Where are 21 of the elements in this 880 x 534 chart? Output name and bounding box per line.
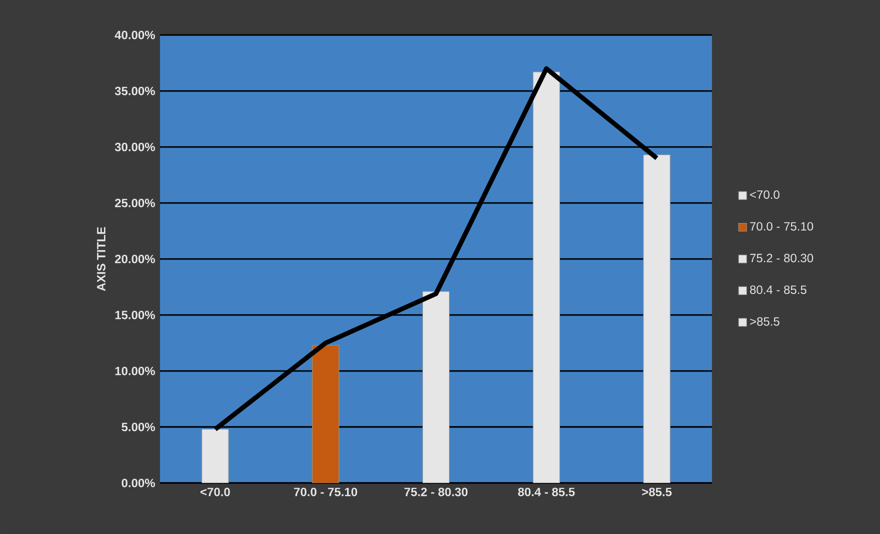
- legend-label: 70.0 - 75.10: [750, 222, 814, 231]
- y-tick-label: 30.00%: [114, 142, 155, 152]
- y-tick-label: 0.00%: [122, 478, 155, 488]
- x-tick-label: <70.0: [200, 488, 230, 496]
- legend-label: 75.2 - 80.30: [750, 254, 814, 262]
- legend-label: 80.4 - 85.5: [750, 286, 806, 294]
- legend-label: <70.0: [750, 190, 780, 199]
- x-tick-label: 80.4 - 85.5: [518, 488, 575, 496]
- legend-label: >85.5: [750, 317, 780, 326]
- y-tick-label: 20.00%: [115, 254, 155, 264]
- x-tick-label: 75.2 - 80.30: [404, 488, 468, 496]
- x-tick-label: >85.5: [642, 488, 672, 496]
- y-tick-label: 35.00%: [114, 86, 155, 96]
- x-tick-label: 70.0 - 75.10: [294, 488, 358, 496]
- y-axis-title: AXIS TITLE: [96, 227, 106, 292]
- y-tick-label: 40.00%: [114, 30, 155, 40]
- y-tick-label: 5.00%: [122, 422, 155, 432]
- y-tick-label: 15.00%: [115, 310, 155, 320]
- line-series: [212, 66, 660, 432]
- y-tick-label: 25.00%: [115, 198, 155, 208]
- y-tick-label: 10.00%: [115, 366, 155, 376]
